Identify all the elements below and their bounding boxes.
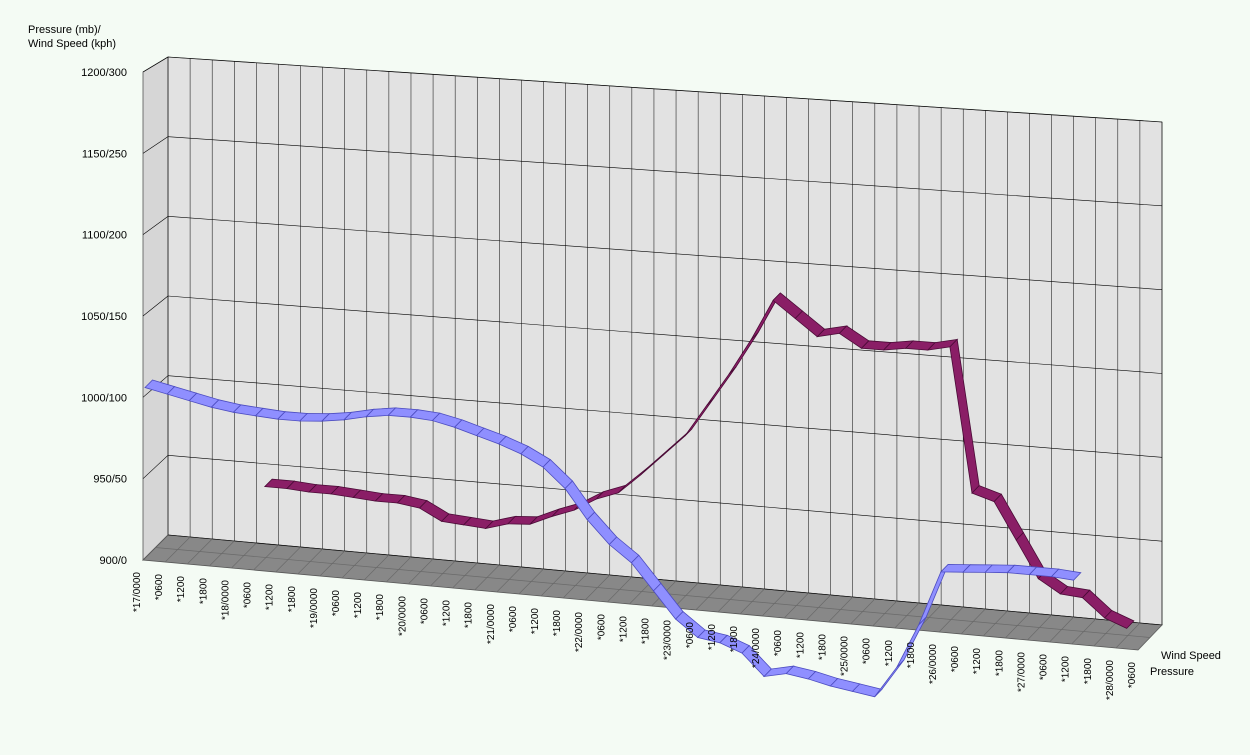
x-tick-label: *0600 <box>1127 662 1138 689</box>
y-axis-ticks: 1200/300 1150/250 1100/200 1050/150 1000/100… <box>81 67 127 567</box>
gridline-horizontal <box>167 534 1163 626</box>
x-tick-label: *25/0000 <box>840 636 851 676</box>
pressure-segment <box>1050 568 1082 581</box>
x-tick-label: *0600 <box>862 638 873 665</box>
back-wall <box>167 56 1163 626</box>
x-tick-label: *1200 <box>884 640 895 667</box>
series-label-wind-speed: Wind Speed <box>1161 650 1221 662</box>
x-tick-label: *1200 <box>353 592 364 619</box>
y-tick-label: 1050/150 <box>81 311 127 323</box>
y-axis-title-line-1: Pressure (mb)/ <box>28 24 102 36</box>
x-tick-label: *19/0000 <box>309 588 320 628</box>
x-tick-label: *1800 <box>198 578 209 605</box>
gridline-side <box>142 136 169 154</box>
y-tick-label: 950/50 <box>93 474 127 486</box>
chart-walls <box>142 56 1163 651</box>
x-tick-label: *0600 <box>773 630 784 657</box>
gridline-side <box>142 295 169 317</box>
y-tick-label: 1150/250 <box>82 148 127 160</box>
side-wall <box>142 56 169 561</box>
x-tick-label: *0600 <box>1039 654 1050 681</box>
gridline-horizontal <box>167 375 1163 458</box>
y-tick-label: 1100/200 <box>82 230 127 242</box>
x-tick-label: *0600 <box>331 590 342 617</box>
x-tick-label: *28/0000 <box>1105 660 1116 700</box>
gridline-horizontal <box>167 56 1163 123</box>
y-tick-label: 1200/300 <box>81 67 127 79</box>
x-tick-label: *1800 <box>552 610 563 637</box>
gridline-horizontal <box>167 455 1163 542</box>
x-tick-label: *0600 <box>508 606 519 633</box>
gridline-side <box>142 216 169 235</box>
x-tick-label: *1800 <box>375 594 386 621</box>
x-tick-label: *0600 <box>685 622 696 649</box>
x-tick-label: *0600 <box>243 582 254 609</box>
x-tick-label: *27/0000 <box>1016 652 1027 692</box>
x-tick-label: *22/0000 <box>574 612 585 652</box>
x-tick-label: *18/0000 <box>220 580 231 620</box>
x-tick-label: *1800 <box>641 618 652 645</box>
gridline-horizontal <box>167 136 1163 207</box>
x-tick-label: *1200 <box>972 648 983 675</box>
x-tick-label: *1200 <box>795 632 806 659</box>
gridline-side <box>142 56 169 73</box>
series-label-pressure: Pressure <box>1150 666 1194 678</box>
x-tick-label: *1200 <box>265 584 276 611</box>
x-tick-label: *1200 <box>442 600 453 627</box>
x-tick-label: *1800 <box>464 602 475 629</box>
x-tick-label: *0600 <box>950 646 961 673</box>
x-tick-label: *1200 <box>618 616 629 643</box>
x-tick-label: *1200 <box>530 608 541 635</box>
chart-gridlines <box>142 56 1163 651</box>
x-tick-label: *24/0000 <box>751 628 762 668</box>
x-tick-label: *1200 <box>176 576 187 603</box>
x-tick-label: *1800 <box>287 586 298 613</box>
x-tick-label: *1200 <box>707 624 718 651</box>
x-tick-label: *17/0000 <box>132 572 143 612</box>
x-tick-label: *1800 <box>817 634 828 661</box>
gridline-side <box>142 455 169 479</box>
x-tick-label: *1800 <box>729 626 740 653</box>
x-tick-label: *0600 <box>419 598 430 625</box>
gridline-horizontal <box>167 295 1163 374</box>
y-tick-label: 1000/100 <box>81 392 127 404</box>
chart-series <box>144 292 1135 698</box>
x-tick-label: *21/0000 <box>486 604 497 644</box>
x-tick-label: *26/0000 <box>928 644 939 684</box>
y-tick-label: 900/0 <box>99 555 127 567</box>
wind-speed-segment <box>1103 610 1135 629</box>
gridline-horizontal <box>167 216 1163 290</box>
x-tick-label: *20/0000 <box>397 596 408 636</box>
x-tick-label: *1200 <box>1061 656 1072 683</box>
x-tick-label: *1800 <box>906 642 917 669</box>
x-tick-label: *0600 <box>154 574 165 601</box>
y-axis-title-line-2: Wind Speed (kph) <box>28 38 116 50</box>
floor-row-divider <box>155 547 1151 638</box>
x-tick-label: *23/0000 <box>663 620 674 660</box>
x-tick-label: *1800 <box>1083 658 1094 685</box>
x-axis-ticks: *17/0000 *0600 *1200 *1800 *18/0000 *0600 *120… <box>132 572 1138 700</box>
x-tick-label: *1800 <box>994 650 1005 677</box>
x-tick-label: *0600 <box>596 614 607 641</box>
